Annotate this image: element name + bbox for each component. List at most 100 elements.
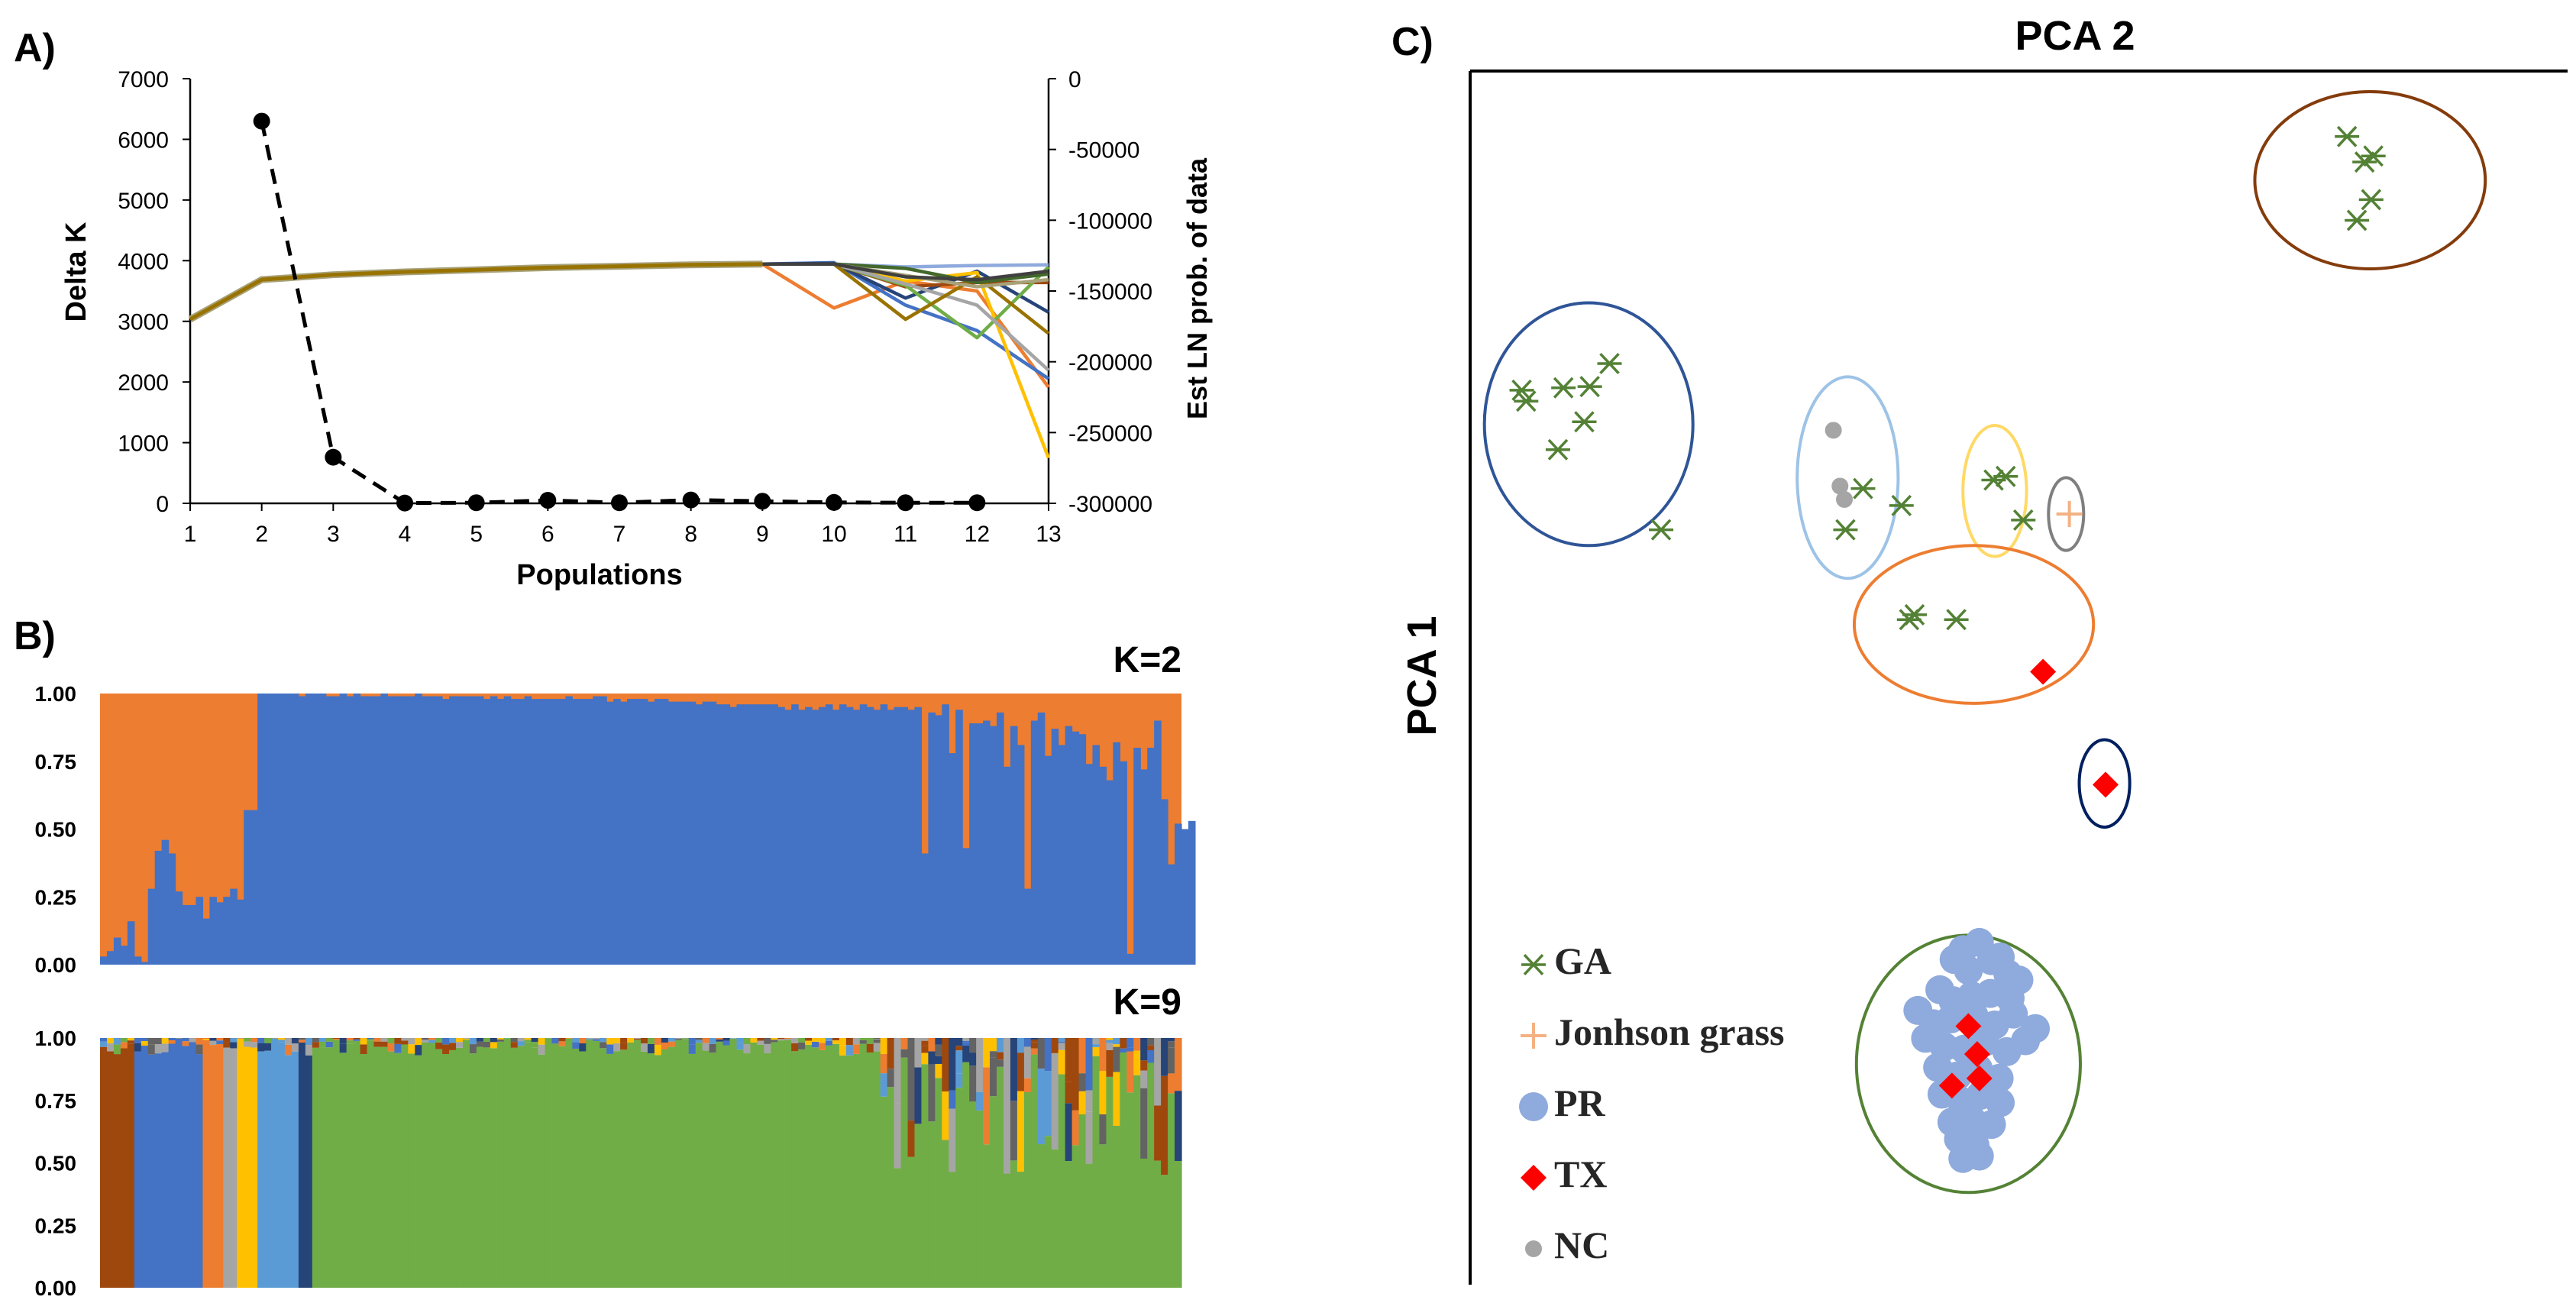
pca-point-nc xyxy=(1825,422,1842,439)
k9-bar-segment xyxy=(558,1038,567,1042)
k9-bar-segment xyxy=(244,1038,251,1042)
k9-bar-segment xyxy=(1140,1038,1148,1061)
k9-bar-segment xyxy=(900,1038,909,1049)
k2-bar xyxy=(722,704,731,965)
k2-y-tick-labels: 0.00 0.25 0.50 0.75 1.00 xyxy=(35,682,77,977)
k9-bar-segment xyxy=(360,1054,368,1288)
k2-bar xyxy=(483,699,491,965)
k2-bar xyxy=(1168,864,1175,965)
k9-bar-segment xyxy=(866,1043,874,1053)
k9-bar-segment xyxy=(1175,1091,1182,1162)
left-y-tick-label: 6000 xyxy=(118,128,169,153)
k9-bar-segment xyxy=(764,1052,771,1288)
k9-bar-segment xyxy=(1161,1038,1168,1076)
k9-bar-segment xyxy=(942,1140,949,1288)
panel-a-series xyxy=(188,112,1051,512)
k9-bar-segment xyxy=(408,1053,415,1288)
k9-bar-segment xyxy=(600,1038,607,1043)
k9-bar-segment xyxy=(894,1103,902,1169)
x-tick-label: 12 xyxy=(965,522,990,547)
k2-bar xyxy=(298,696,306,965)
k9-bar-segment xyxy=(935,1044,942,1056)
delta-k-point xyxy=(968,494,986,512)
k9-bar-segment xyxy=(175,1038,183,1288)
k9-bar-segment xyxy=(702,1050,710,1288)
k2-bar xyxy=(134,956,142,965)
k9-bar-segment xyxy=(647,1052,655,1288)
k9-bar-segment xyxy=(291,1051,299,1288)
k9-bar-segment xyxy=(900,1049,909,1058)
k9-bar-segment xyxy=(825,1040,833,1046)
k9-bar-segment xyxy=(298,1043,306,1288)
k9-bar-segment xyxy=(380,1041,389,1047)
k9-bar-segment xyxy=(716,1041,724,1288)
k9-bar-segment xyxy=(743,1038,751,1045)
k9-bar-segment xyxy=(401,1044,409,1288)
pca-point-ga xyxy=(1597,352,1622,374)
pca-point-ga xyxy=(1833,519,1858,541)
x-tick-label: 4 xyxy=(399,522,412,547)
k9-bar-segment xyxy=(661,1049,669,1288)
k9-bar-segment xyxy=(736,1038,745,1043)
k9-bar-segment xyxy=(483,1047,491,1288)
k2-bar xyxy=(805,707,813,965)
k9-bar-segment xyxy=(784,1039,792,1040)
k9-bar-segment xyxy=(859,1043,868,1288)
k9-bar-segment xyxy=(318,1041,327,1048)
k9-bar-segment xyxy=(819,1049,826,1288)
k2-bar xyxy=(593,696,600,965)
k9-bar-segment xyxy=(332,1038,341,1039)
k2-bar xyxy=(914,707,923,965)
k2-bar xyxy=(736,704,745,965)
k2-bar xyxy=(627,699,635,965)
pca-point-tx xyxy=(2093,771,2119,798)
delta-k-point xyxy=(396,494,413,512)
k9-bar-segment xyxy=(469,1044,477,1054)
k9-bar-segment xyxy=(969,1065,977,1102)
k2-bar xyxy=(1175,823,1182,965)
k9-bar-segment xyxy=(962,1046,970,1062)
k9-bar-segment xyxy=(805,1040,813,1045)
pca-point-ga xyxy=(2335,125,2360,147)
k9-bar-segment xyxy=(1133,1075,1141,1288)
k2-bar xyxy=(962,848,970,965)
pca-point-ga xyxy=(1896,609,1921,631)
k9-bar-segment xyxy=(593,1038,600,1040)
k9-bar-segment xyxy=(339,1043,347,1053)
panel-b-k9-structure-plot: 0.00 0.25 0.50 0.75 1.00 K=9 xyxy=(35,982,1182,1300)
k9-bar-segment xyxy=(1065,1082,1073,1104)
k9-bar-segment xyxy=(346,1043,354,1288)
k9-bar-segment xyxy=(976,1091,984,1111)
pca-point-ga xyxy=(1889,494,1914,516)
legend-label: Jonhson grass xyxy=(1554,1010,1785,1053)
delta-k-point xyxy=(467,494,485,512)
k9-bar-segment xyxy=(634,1038,642,1040)
k9-bar-segment xyxy=(237,1038,244,1040)
k9-bar-segment xyxy=(750,1038,758,1040)
k9-bar-segment xyxy=(161,1043,170,1052)
pca-point-ga xyxy=(1514,390,1539,412)
k9-bar-segment xyxy=(264,1043,272,1051)
y-tick-label: 1.00 xyxy=(35,1027,77,1050)
k9-bar-segment xyxy=(1092,1044,1101,1047)
k9-bar-segment xyxy=(367,1038,375,1040)
k9-bar-segment xyxy=(1037,1069,1046,1145)
k9-bar-segment xyxy=(209,1038,217,1041)
k9-bar-segment xyxy=(202,1040,210,1288)
k9-bar-segment xyxy=(230,1042,238,1049)
k9-bar-segment xyxy=(921,1038,929,1041)
k9-bar-segment xyxy=(791,1051,799,1288)
delta-k-point xyxy=(897,494,914,512)
k9-bar-segment xyxy=(1099,1114,1107,1145)
k2-bar xyxy=(859,704,868,965)
k9-bar-segment xyxy=(127,1043,135,1288)
k9-bar-segment xyxy=(1133,1038,1141,1051)
k9-bar-segment xyxy=(949,1038,956,1091)
pca-point-pr xyxy=(1999,999,2028,1029)
k9-bar-segment xyxy=(298,1040,306,1043)
k9-bar-segment xyxy=(1044,1136,1052,1288)
k9-bar-segment xyxy=(1175,1038,1182,1054)
k9-bar-segment xyxy=(154,1038,163,1045)
k9-bar-segment xyxy=(1168,1093,1175,1288)
k9-bar-segment xyxy=(798,1038,806,1043)
